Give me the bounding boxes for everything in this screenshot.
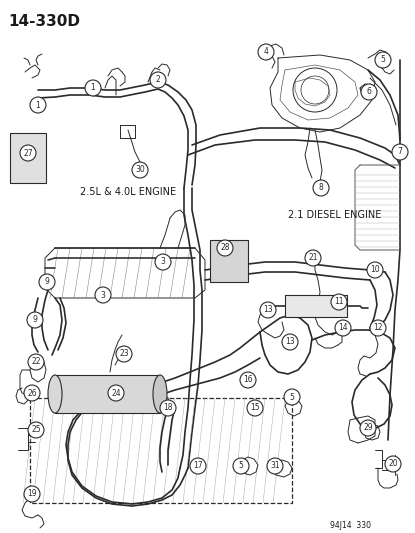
Circle shape [370,320,386,336]
Text: 12: 12 [373,324,383,333]
Circle shape [28,354,44,370]
Bar [10,133,46,183]
Text: 2: 2 [156,76,160,85]
Circle shape [305,250,321,266]
Text: 10: 10 [370,265,380,274]
Text: 94J14  330: 94J14 330 [330,521,371,529]
Circle shape [313,180,329,196]
Bar [285,295,347,317]
Circle shape [155,254,171,270]
Circle shape [24,385,40,401]
Text: 9: 9 [32,316,37,325]
Text: 5: 5 [239,462,244,471]
Circle shape [95,287,111,303]
Text: 2.5L & 4.0L ENGINE: 2.5L & 4.0L ENGINE [80,187,176,197]
Text: 20: 20 [388,459,398,469]
Text: 15: 15 [250,403,260,413]
Text: 13: 13 [263,305,273,314]
Circle shape [284,389,300,405]
Circle shape [385,456,401,472]
Text: 30: 30 [135,166,145,174]
Circle shape [260,302,276,318]
Text: 19: 19 [27,489,37,498]
Ellipse shape [48,375,62,413]
Text: 2.1 DIESEL ENGINE: 2.1 DIESEL ENGINE [288,210,381,220]
Bar [55,375,160,413]
Text: 23: 23 [119,350,129,359]
Circle shape [85,80,101,96]
Text: 14-330D: 14-330D [8,14,80,29]
Circle shape [132,162,148,178]
Text: 9: 9 [44,278,49,287]
Text: 14: 14 [338,324,348,333]
Text: 3: 3 [161,257,166,266]
Text: 16: 16 [243,376,253,384]
Text: 22: 22 [31,358,41,367]
Bar [30,398,292,503]
Text: 7: 7 [398,148,403,157]
Text: 3: 3 [100,290,105,300]
Circle shape [247,400,263,416]
Circle shape [267,458,283,474]
Text: 29: 29 [363,424,373,432]
Bar [210,240,248,282]
Circle shape [28,422,44,438]
Text: 6: 6 [366,87,371,96]
Circle shape [233,458,249,474]
Text: 11: 11 [334,297,344,306]
Circle shape [240,372,256,388]
Circle shape [217,240,233,256]
Text: 5: 5 [290,392,294,401]
Text: 1: 1 [90,84,95,93]
Text: 25: 25 [31,425,41,434]
Circle shape [335,320,351,336]
Circle shape [160,400,176,416]
Text: 21: 21 [308,254,318,262]
Circle shape [360,420,376,436]
Text: 18: 18 [163,403,173,413]
Text: 13: 13 [285,337,295,346]
Circle shape [20,145,36,161]
Text: 31: 31 [270,462,280,471]
Ellipse shape [153,375,167,413]
Text: 26: 26 [27,389,37,398]
Circle shape [27,312,43,328]
Text: 17: 17 [193,462,203,471]
Text: 28: 28 [220,244,230,253]
Circle shape [24,486,40,502]
Text: 5: 5 [381,55,386,64]
Circle shape [258,44,274,60]
Text: 1: 1 [36,101,40,109]
Circle shape [190,458,206,474]
Circle shape [39,274,55,290]
Text: 8: 8 [319,183,323,192]
Text: 27: 27 [23,149,33,157]
Circle shape [282,334,298,350]
Text: 4: 4 [264,47,269,56]
Circle shape [108,385,124,401]
Circle shape [116,346,132,362]
Circle shape [30,97,46,113]
Circle shape [367,262,383,278]
Text: 24: 24 [111,389,121,398]
Circle shape [150,72,166,88]
Circle shape [375,52,391,68]
Circle shape [331,294,347,310]
Circle shape [361,84,377,100]
Circle shape [392,144,408,160]
